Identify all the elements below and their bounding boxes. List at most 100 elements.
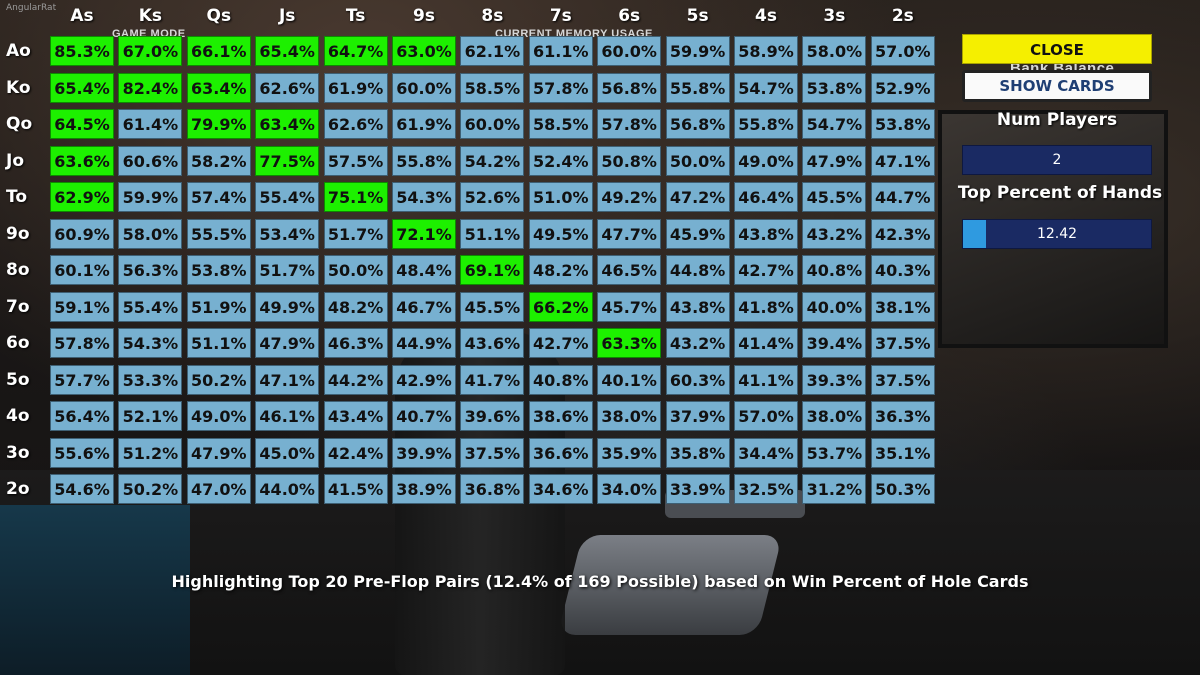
grid-cell-Qo-Qs: 79.9% — [186, 109, 251, 139]
grid-cell-9o-Qs: 55.5% — [186, 218, 251, 249]
grid-cell-2o-Ts: 41.5% — [323, 474, 388, 504]
grid-cell-9o-3s: 43.2% — [802, 218, 867, 249]
grid-cell-5o-6s: 40.1% — [597, 364, 662, 395]
grid-cell-2o-8s: 36.8% — [460, 474, 525, 504]
grid-cell-5o-9s: 42.9% — [392, 364, 456, 395]
grid-cell-Ao-Ks: 67.0% — [118, 36, 183, 66]
column-header-7s: 7s — [549, 6, 572, 26]
grid-cell-Ao-9s: 63.0% — [392, 36, 456, 66]
grid-cell-5o-2s: 37.5% — [870, 364, 935, 395]
grid-cell-4o-As: 56.4% — [50, 401, 114, 431]
grid-cell-3o-5s: 35.8% — [665, 437, 730, 468]
close-button[interactable]: CLOSE — [962, 34, 1152, 64]
grid-cell-9o-4s: 43.8% — [734, 218, 798, 249]
row-header-Ao: Ao — [6, 41, 31, 61]
top-percent-value: 12.42 — [1036, 226, 1078, 242]
column-header-4s: 4s — [755, 6, 777, 26]
grid-cell-Ao-4s: 58.9% — [734, 36, 798, 66]
grid-cell-To-9s: 54.3% — [392, 182, 456, 212]
grid-cell-To-Qs: 57.4% — [186, 182, 251, 212]
row-header-2o: 2o — [6, 479, 30, 499]
grid-cell-Jo-3s: 47.9% — [802, 145, 867, 176]
grid-cell-8o-6s: 46.5% — [597, 255, 662, 285]
grid-cell-Jo-As: 63.6% — [50, 145, 114, 176]
grid-cell-4o-2s: 36.3% — [870, 401, 935, 431]
grid-cell-To-2s: 44.7% — [870, 182, 935, 212]
top-percent-slider[interactable]: 12.42 — [962, 219, 1152, 249]
grid-cell-Ko-3s: 53.8% — [802, 72, 867, 103]
grid-cell-3o-8s: 37.5% — [460, 437, 525, 468]
grid-cell-8o-2s: 40.3% — [870, 255, 935, 285]
grid-cell-To-Js: 55.4% — [255, 182, 320, 212]
grid-cell-Ko-7s: 57.8% — [528, 72, 593, 103]
grid-cell-Qo-9s: 61.9% — [392, 109, 456, 139]
grid-cell-8o-As: 60.1% — [50, 255, 114, 285]
grid-cell-6o-Ts: 46.3% — [323, 328, 388, 358]
grid-cell-8o-Qs: 53.8% — [186, 255, 251, 285]
row-header-Jo: Jo — [6, 150, 25, 171]
column-header-6s: 6s — [618, 6, 641, 26]
grid-cell-Qo-6s: 57.8% — [597, 109, 662, 139]
grid-cell-6o-Js: 47.9% — [255, 328, 320, 358]
grid-cell-9o-6s: 47.7% — [597, 218, 662, 249]
grid-cell-9o-5s: 45.9% — [665, 218, 730, 249]
grid-cell-2o-4s: 32.5% — [734, 474, 798, 504]
grid-cell-To-4s: 46.4% — [734, 182, 798, 212]
grid-cell-Qo-Ks: 61.4% — [118, 109, 183, 139]
grid-cell-2o-7s: 34.6% — [528, 474, 593, 504]
grid-cell-7o-3s: 40.0% — [802, 291, 867, 322]
grid-cell-6o-Ks: 54.3% — [118, 328, 183, 358]
row-header-5o: 5o — [6, 369, 30, 390]
column-header-Ts: Ts — [345, 6, 366, 26]
grid-cell-9o-Js: 53.4% — [255, 218, 320, 249]
row-header-3o: 3o — [6, 442, 30, 463]
num-players-label: Num Players — [996, 110, 1118, 130]
grid-cell-4o-3s: 38.0% — [802, 401, 867, 431]
grid-cell-6o-2s: 37.5% — [870, 328, 935, 358]
grid-cell-Jo-5s: 50.0% — [665, 145, 730, 176]
grid-cell-Qo-7s: 58.5% — [528, 109, 593, 139]
grid-cell-Qo-Js: 63.4% — [255, 109, 320, 139]
grid-cell-9o-As: 60.9% — [50, 218, 114, 249]
grid-cell-6o-As: 57.8% — [50, 328, 114, 358]
grid-cell-2o-Qs: 47.0% — [186, 474, 251, 504]
grid-cell-8o-Ts: 50.0% — [323, 255, 388, 285]
grid-cell-Qo-8s: 60.0% — [460, 109, 525, 139]
row-header-Qo: Qo — [6, 114, 33, 134]
grid-cell-Jo-9s: 55.8% — [392, 145, 456, 176]
grid-cell-7o-7s: 66.2% — [528, 291, 593, 322]
show-cards-button[interactable]: SHOW CARDS — [962, 70, 1152, 102]
grid-cell-Ko-Js: 62.6% — [255, 72, 320, 103]
grid-cell-Ao-3s: 58.0% — [802, 36, 867, 66]
grid-cell-7o-8s: 45.5% — [460, 291, 525, 322]
grid-cell-2o-3s: 31.2% — [802, 474, 867, 504]
grid-cell-5o-Ts: 44.2% — [323, 364, 388, 395]
footer-caption: Highlighting Top 20 Pre-Flop Pairs (12.4… — [171, 572, 1029, 591]
grid-cell-Qo-4s: 55.8% — [734, 109, 798, 139]
grid-cell-6o-7s: 42.7% — [528, 328, 593, 358]
grid-cell-To-6s: 49.2% — [597, 182, 662, 212]
row-header-Ko: Ko — [6, 77, 31, 98]
top-percent-slider-fill — [963, 220, 987, 248]
column-header-5s: 5s — [686, 6, 709, 26]
grid-cell-6o-9s: 44.9% — [392, 328, 456, 358]
grid-cell-6o-Qs: 51.1% — [186, 328, 251, 358]
grid-cell-Ao-Js: 65.4% — [255, 36, 320, 66]
grid-cell-8o-8s: 69.1% — [460, 255, 525, 285]
row-header-To: To — [6, 187, 28, 207]
grid-cell-8o-3s: 40.8% — [802, 255, 867, 285]
grid-cell-7o-Qs: 51.9% — [186, 291, 251, 322]
grid-cell-Qo-5s: 56.8% — [665, 109, 730, 139]
grid-cell-To-5s: 47.2% — [665, 182, 730, 212]
num-players-field[interactable]: 2 — [962, 145, 1152, 175]
column-header-9s: 9s — [413, 6, 435, 26]
grid-cell-6o-3s: 39.4% — [802, 328, 867, 358]
column-header-8s: 8s — [481, 6, 504, 26]
grid-cell-7o-Ks: 55.4% — [118, 291, 183, 322]
grid-cell-Ko-Ts: 61.9% — [323, 72, 388, 103]
grid-cell-3o-6s: 35.9% — [597, 437, 662, 468]
grid-cell-4o-7s: 38.6% — [528, 401, 593, 431]
column-header-3s: 3s — [823, 6, 846, 26]
top-percent-label: Top Percent of Hands — [957, 183, 1163, 203]
grid-cell-3o-2s: 35.1% — [870, 437, 935, 468]
